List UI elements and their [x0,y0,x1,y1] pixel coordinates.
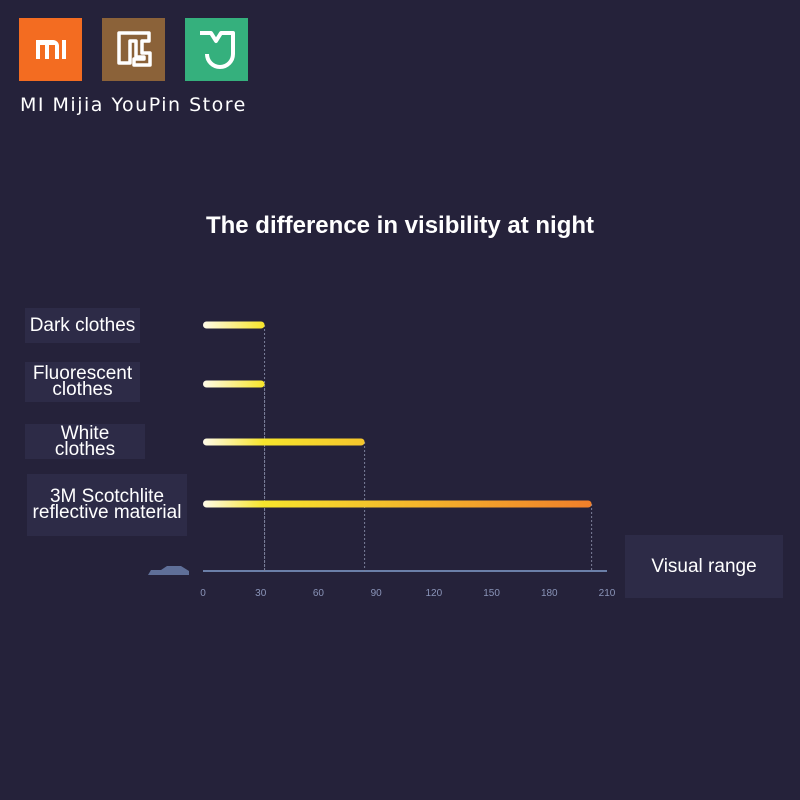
x-axis-label: Visual range [625,535,783,598]
mijia-logo [185,18,248,81]
category-label: White clothes [25,424,145,459]
x-tick-label: 120 [426,588,443,599]
mi-logo [19,18,82,81]
x-tick-label: 180 [541,588,558,599]
car-icon [148,566,189,575]
bar [203,500,592,508]
bar [203,380,265,388]
store-name: MI Mijia YouPin Store [20,94,247,116]
category-label: 3M Scotchlite reflective material [27,474,187,536]
x-tick-label: 150 [483,588,500,599]
bar [203,321,265,329]
youpin-logo [102,18,165,81]
x-tick-label: 210 [599,588,616,599]
category-label: Fluorescent clothes [25,362,140,402]
bar [203,438,365,446]
x-tick-label: 90 [371,588,383,599]
chart-title: The difference in visibility at night [205,212,595,239]
x-tick-label: 60 [313,588,325,599]
x-tick-label: 0 [200,588,206,599]
x-tick-label: 30 [255,588,267,599]
category-label: Dark clothes [25,308,140,343]
